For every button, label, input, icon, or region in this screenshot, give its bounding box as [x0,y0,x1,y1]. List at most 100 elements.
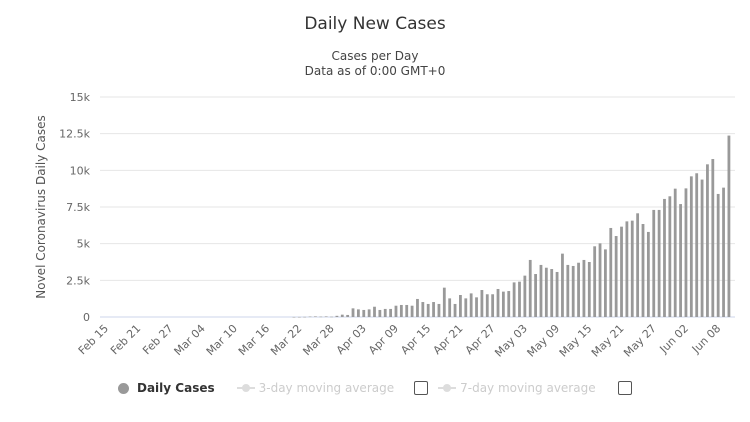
bar [459,295,462,317]
bar [475,297,478,317]
x-tick-label: Apr 15 [398,322,433,357]
bar [373,306,376,317]
bar [673,188,677,317]
chart-subtitle-line-2: Data as of 0:00 GMT+0 [304,64,446,78]
x-tick-label: Mar 10 [204,322,240,358]
x-tick-label: Apr 03 [334,322,369,357]
bar [598,243,602,317]
bar [351,308,355,317]
x-tick-label: May 09 [525,322,563,360]
bar [587,262,591,317]
bar [539,264,543,317]
bar [346,314,350,317]
x-tick-label: Mar 16 [236,322,272,358]
bar [679,204,682,317]
bar [571,265,575,317]
bar [561,253,564,317]
bar [491,294,495,317]
bar [630,220,634,317]
bar [700,179,704,317]
chart-subtitle-line-1: Cases per Day [331,49,419,63]
bar [421,302,425,317]
x-tick-label: Apr 09 [366,322,401,357]
bar [512,282,516,317]
bar [340,314,344,317]
chart-title: Daily New Cases [304,14,446,34]
bar [566,264,570,317]
bar [501,291,505,317]
bar [496,288,500,317]
bar [410,305,414,317]
x-tick-label: Jun 02 [657,322,691,356]
bar [695,173,699,317]
bar [437,303,441,317]
y-tick-label: 5k [77,238,91,251]
bar [555,271,559,317]
y-tick-label: 7.5k [66,201,90,214]
x-tick-label: Mar 28 [300,322,336,358]
bar [453,303,457,317]
legend-item-7-day-average[interactable]: 7-day moving average [438,381,596,395]
x-tick-label: May 03 [492,322,530,360]
bar [324,316,328,317]
bar [668,196,672,317]
bar [464,298,468,317]
bar [442,287,446,317]
bar [432,302,435,317]
legend-item-3-day-average[interactable]: 3-day moving average [236,381,395,395]
bar [469,293,473,317]
legend: Daily Cases 3-day moving average 7-day m… [118,381,642,395]
y-tick-label: 2.5k [66,274,90,287]
bar [716,193,720,317]
bar [727,135,731,317]
circle-marker-icon [118,382,129,394]
bar [625,221,629,317]
bar [314,316,317,317]
bar [523,275,527,317]
bar [383,308,387,317]
x-tick-label: Apr 21 [431,322,466,357]
checkbox-3-day-average[interactable] [414,381,429,395]
bar [641,224,645,317]
bar [544,267,548,317]
bar [518,281,521,317]
bar [657,209,661,317]
bar [330,316,333,318]
bar [593,246,597,317]
bar [577,262,580,317]
x-tick-label: May 27 [621,322,659,360]
checkbox-7-day-average[interactable] [617,381,632,395]
bar [620,226,623,317]
legend-label: 3-day moving average [258,381,395,395]
bar [303,316,307,318]
bar [416,298,419,317]
bar [362,309,366,317]
bar [308,316,312,318]
x-tick-label: May 21 [589,322,627,360]
bar [335,315,339,317]
y-tick-label: 10k [70,164,91,177]
bar [652,209,656,317]
bar [297,316,301,318]
x-tick-label: Feb 15 [76,322,111,357]
bar [394,305,398,317]
y-tick-label: 12.5k [59,128,90,141]
line-marker-icon [438,383,457,393]
y-tick-label: 15k [70,91,91,104]
bar [405,304,409,317]
bar [636,213,640,317]
y-tick-label: 0 [83,311,90,324]
bar [604,249,607,317]
bar [319,316,323,318]
bar [534,274,537,317]
legend-item-daily-cases[interactable]: Daily Cases [118,381,215,395]
x-tick-label: Mar 22 [268,322,304,358]
line-marker-icon [236,383,255,393]
legend-label: 7-day moving average [460,381,596,395]
bar [663,198,666,317]
bar [706,164,709,317]
bar [609,227,613,317]
bar [689,176,693,317]
bar [426,303,430,317]
